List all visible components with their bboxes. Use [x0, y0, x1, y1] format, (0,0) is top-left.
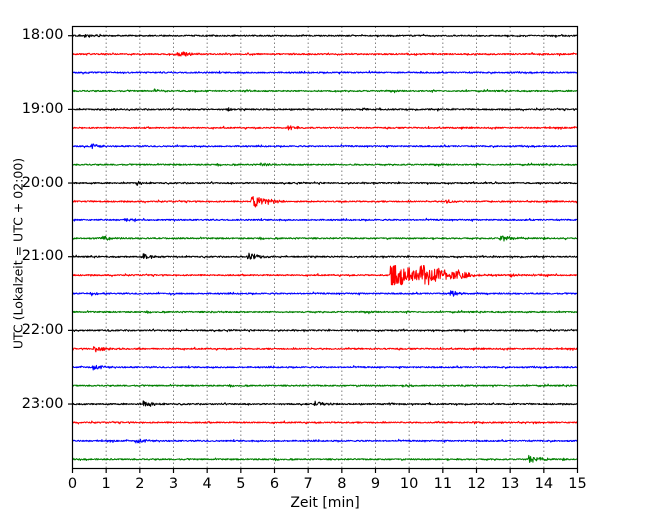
trace-22-45: [71, 383, 579, 388]
trace-20-30: [71, 217, 579, 223]
trace-21-45: [71, 309, 579, 315]
y-tick-20-00: 20:00: [21, 174, 64, 191]
x-tick-11: 11: [433, 475, 453, 492]
trace-20-00: [71, 180, 579, 186]
x-tick-13: 13: [500, 475, 520, 492]
seismic-traces: [71, 33, 579, 464]
x-tick-10: 10: [399, 475, 419, 492]
trace-21-00: [71, 252, 579, 260]
trace-18-30: [71, 70, 579, 75]
trace-21-15: [71, 265, 579, 286]
y-tick-21-00: 21:00: [21, 248, 64, 265]
trace-20-45: [71, 235, 579, 242]
trace-23-45: [71, 454, 579, 464]
trace-20-15: [71, 196, 579, 208]
x-tick-7: 7: [303, 475, 313, 492]
x-tick-14: 14: [534, 475, 554, 492]
x-tick-12: 12: [467, 475, 486, 492]
y-tick-19-00: 19:00: [21, 100, 64, 117]
x-tick-5: 5: [236, 475, 246, 492]
trace-21-30: [71, 290, 579, 297]
trace-18-45: [71, 88, 579, 94]
x-tick-4: 4: [202, 475, 212, 492]
trace-19-00: [71, 107, 579, 112]
trace-19-45: [71, 162, 579, 167]
trace-23-00: [71, 400, 579, 407]
trace-19-15: [71, 125, 579, 131]
trace-22-30: [71, 364, 579, 371]
trace-19-30: [71, 143, 579, 150]
x-axis-label: Zeit [min]: [290, 495, 360, 511]
x-tick-6: 6: [269, 475, 280, 492]
x-tick-1: 1: [101, 475, 111, 492]
axis-ticks: [68, 35, 579, 473]
x-tick-15: 15: [568, 475, 587, 492]
plot-frame: [71, 25, 579, 470]
gridlines: [105, 26, 545, 469]
trace-18-15: [71, 51, 579, 57]
trace-22-00: [71, 328, 579, 333]
y-tick-23-00: 23:00: [21, 395, 64, 412]
trace-23-30: [71, 438, 579, 444]
y-tick-22-00: 22:00: [21, 321, 64, 338]
x-tick-8: 8: [337, 475, 347, 492]
x-tick-9: 9: [370, 475, 381, 492]
trace-18-00: [71, 33, 579, 38]
trace-23-15: [71, 420, 579, 425]
x-tick-0: 0: [67, 475, 78, 492]
x-tick-3: 3: [168, 475, 179, 492]
y-tick-18-00: 18:00: [21, 27, 64, 44]
x-tick-2: 2: [135, 475, 145, 492]
trace-22-15: [71, 346, 579, 353]
